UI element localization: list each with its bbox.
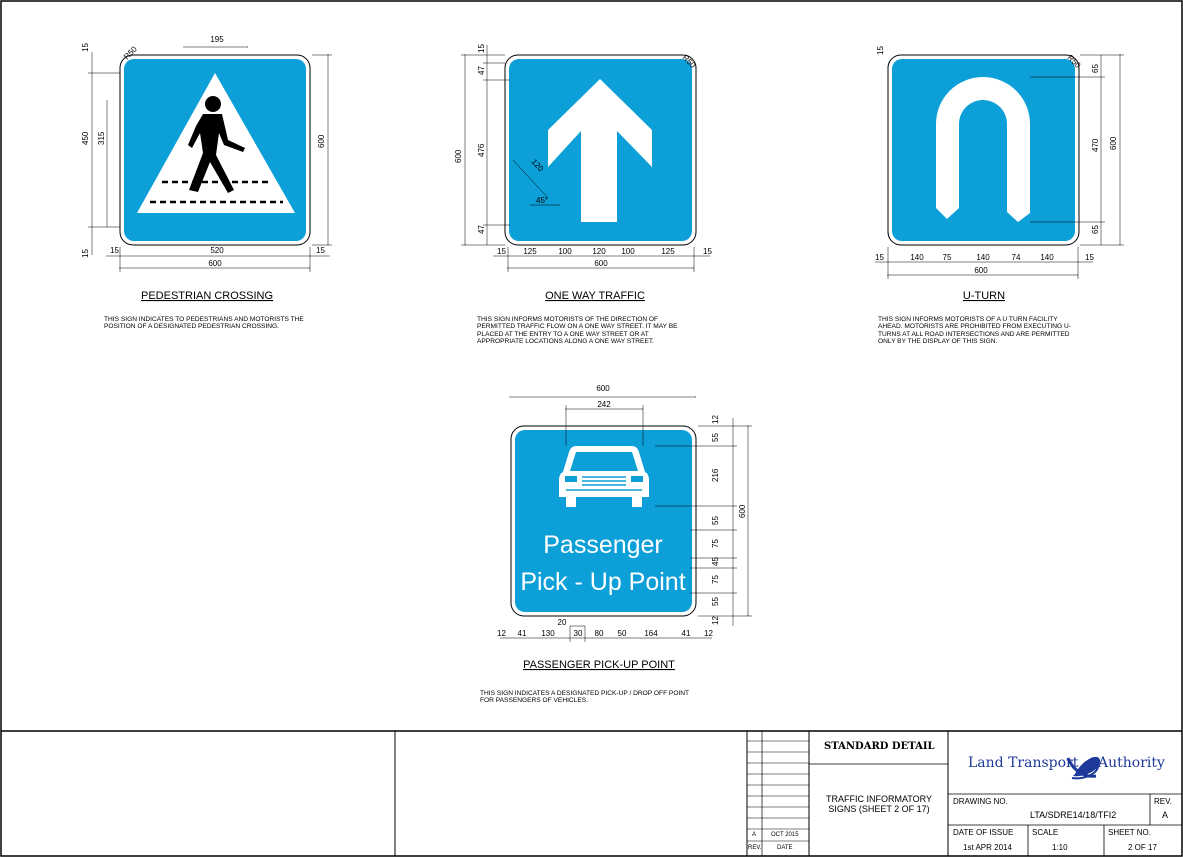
svg-text:15: 15: [81, 43, 90, 52]
title-u-turn: U-TURN: [963, 290, 1005, 302]
svg-text:41: 41: [518, 629, 527, 638]
svg-text:520: 520: [210, 246, 224, 255]
svg-text:15: 15: [477, 44, 486, 53]
date-col-label: DATE: [777, 845, 793, 851]
drawing-title: TRAFFIC INFORMATORY SIGNS (SHEET 2 OF 17…: [825, 794, 932, 814]
sign-pedestrian-crossing: 195 R50 15 450 315 15 600 15 520 15 600 …: [81, 35, 332, 302]
svg-text:164: 164: [644, 629, 658, 638]
date-of-issue: 1st APR 2014: [963, 843, 1012, 852]
svg-text:600: 600: [454, 149, 463, 163]
svg-text:30: 30: [574, 629, 583, 638]
svg-text:100: 100: [621, 247, 635, 256]
lta-logo-icon: [1066, 756, 1101, 780]
date-of-issue-label: DATE OF ISSUE: [953, 828, 1014, 837]
rev-col-label: REV.: [748, 845, 762, 851]
svg-text:600: 600: [594, 259, 608, 268]
svg-text:55: 55: [711, 516, 720, 525]
svg-text:65: 65: [1091, 225, 1100, 234]
svg-text:12: 12: [497, 629, 506, 638]
svg-text:15: 15: [1085, 253, 1094, 262]
rev-row-date: OCT 2015: [771, 832, 799, 838]
title-pedestrian-crossing: PEDESTRIAN CROSSING: [141, 290, 273, 302]
svg-text:195: 195: [210, 35, 224, 44]
svg-text:216: 216: [711, 468, 720, 482]
lta-logo-text-left: Land Transport: [968, 755, 1079, 771]
svg-text:15: 15: [875, 253, 884, 262]
desc-pedestrian-crossing: THIS SIGN INDICATES TO PEDESTRIANS AND M…: [104, 316, 304, 331]
svg-text:75: 75: [711, 575, 720, 584]
title-passenger-pick-up-point: PASSENGER PICK-UP POINT: [523, 659, 675, 671]
svg-text:45: 45: [711, 557, 720, 566]
sheet-no: 2 OF 17: [1128, 843, 1157, 852]
svg-text:47: 47: [477, 225, 486, 234]
svg-text:65: 65: [1091, 64, 1100, 73]
svg-text:125: 125: [523, 247, 537, 256]
title-one-way-traffic: ONE WAY TRAFFIC: [545, 290, 645, 302]
svg-text:47: 47: [477, 66, 486, 75]
svg-text:20: 20: [558, 618, 567, 627]
svg-text:600: 600: [974, 266, 988, 275]
svg-text:50: 50: [618, 629, 627, 638]
svg-text:130: 130: [541, 629, 555, 638]
svg-text:100: 100: [558, 247, 572, 256]
arrow-up-icon: [548, 79, 652, 222]
rev-label: REV.: [1154, 797, 1172, 806]
svg-text:75: 75: [943, 253, 952, 262]
svg-text:476: 476: [477, 143, 486, 157]
svg-text:600: 600: [208, 259, 222, 268]
sign-passenger-pick-up-point: Passenger Pick - Up Point 600 242 12 55 …: [497, 384, 752, 671]
svg-text:80: 80: [595, 629, 604, 638]
svg-text:12: 12: [711, 616, 720, 625]
sheet-no-label: SHEET NO.: [1108, 828, 1151, 837]
lta-logo-text-right: Authority: [1098, 755, 1165, 771]
svg-text:45°: 45°: [536, 196, 548, 205]
svg-text:15: 15: [876, 46, 885, 55]
pedestrian-icon: [188, 96, 245, 193]
u-turn-icon: [936, 77, 1030, 222]
title-block: [1, 730, 1182, 856]
svg-text:600: 600: [1109, 136, 1118, 150]
car-icon: [559, 446, 649, 507]
svg-text:12: 12: [704, 629, 713, 638]
svg-text:15: 15: [110, 246, 119, 255]
svg-text:15: 15: [497, 247, 506, 256]
desc-one-way-traffic: THIS SIGN INFORMS MOTORISTS OF THE DIREC…: [477, 316, 678, 346]
svg-text:15: 15: [81, 249, 90, 258]
scale-value: 1:10: [1052, 843, 1068, 852]
svg-text:55: 55: [711, 597, 720, 606]
svg-text:600: 600: [317, 134, 326, 148]
scale-label: SCALE: [1032, 828, 1059, 837]
desc-u-turn: THIS SIGN INFORMS MOTORISTS OF A U TURN …: [878, 316, 1071, 346]
svg-text:75: 75: [711, 539, 720, 548]
drawing-no-label: DRAWING NO.: [953, 797, 1008, 806]
sign-text-pick-up-point: Pick - Up Point: [520, 568, 685, 596]
svg-text:140: 140: [910, 253, 924, 262]
svg-text:55: 55: [711, 433, 720, 442]
rev-row-rev: A: [752, 832, 757, 838]
svg-text:450: 450: [81, 131, 90, 145]
svg-text:140: 140: [1040, 253, 1054, 262]
drawing-no: LTA/SDRE14/18/TFI2: [1030, 810, 1117, 820]
svg-text:140: 140: [976, 253, 990, 262]
svg-text:315: 315: [97, 131, 106, 145]
svg-text:600: 600: [596, 384, 610, 393]
svg-text:15: 15: [703, 247, 712, 256]
sign-text-passenger: Passenger: [543, 531, 663, 559]
sign-u-turn: R50 15 65 470 65 600 15 140 75 140 74 14…: [875, 46, 1124, 302]
svg-text:15: 15: [316, 246, 325, 255]
svg-text:470: 470: [1091, 138, 1100, 152]
svg-text:41: 41: [682, 629, 691, 638]
svg-text:600: 600: [738, 504, 747, 518]
standard-detail-label: STANDARD DETAIL: [824, 741, 935, 752]
svg-text:125: 125: [661, 247, 675, 256]
svg-text:12: 12: [711, 415, 720, 424]
svg-text:120: 120: [592, 247, 606, 256]
sign-one-way-traffic: R50 15 47 476 47 600 120 45° 15 125 100 …: [454, 44, 712, 302]
svg-text:74: 74: [1012, 253, 1021, 262]
svg-text:242: 242: [597, 400, 611, 409]
desc-passenger-pick-up-point: THIS SIGN INDICATES A DESIGNATED PICK-UP…: [480, 690, 689, 705]
rev-value: A: [1162, 810, 1169, 820]
